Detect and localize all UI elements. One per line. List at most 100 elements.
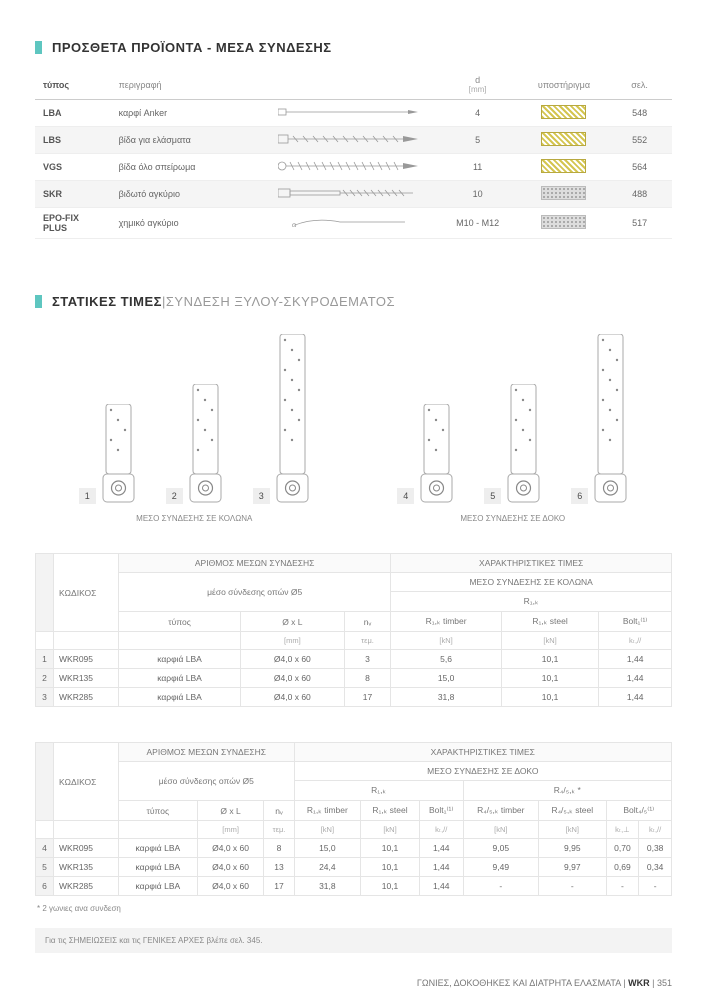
cell-r1s: 10,1 bbox=[361, 858, 420, 877]
cell-dl: Ø4,0 x 60 bbox=[241, 688, 345, 707]
bracket-number: 6 bbox=[571, 488, 588, 504]
bracket-group-left: 1 2 3 bbox=[79, 334, 310, 504]
bracket-item: 3 bbox=[253, 334, 310, 504]
cell-type: καρφιά LBA bbox=[119, 858, 198, 877]
th-img bbox=[262, 70, 435, 100]
wood-hatch-icon bbox=[541, 159, 586, 173]
bracket-number: 3 bbox=[253, 488, 270, 504]
t1-u-mm: [mm] bbox=[241, 632, 345, 650]
cell-d: 4 bbox=[434, 100, 520, 127]
cell-b1: 1,44 bbox=[599, 688, 672, 707]
page-footer: ΓΩΝΙΕΣ, ΔΟΚΟΘΗΚΕΣ ΚΑΙ ΔΙΑΤΡΗΤΑ ΕΛΑΣΜΑΤΑ … bbox=[35, 978, 672, 988]
caption-left: ΜΕΣΟ ΣΥΝΔΕΣΗΣ ΣΕ ΚΟΛΩΝΑ bbox=[35, 514, 354, 523]
t2-h-beam: ΜΕΣΟ ΣΥΝΔΕΣΗΣ ΣΕ ΔΟΚΟ bbox=[294, 762, 671, 781]
cell-b1: 1,44 bbox=[419, 858, 463, 877]
t2-h-code: ΚΩΔΙΚΟΣ bbox=[54, 743, 119, 821]
th-page: σελ. bbox=[607, 70, 672, 100]
table-row: 1 WKR095 καρφιά LBA Ø4,0 x 60 3 5,6 10,1… bbox=[36, 650, 672, 669]
cell-rownum: 5 bbox=[36, 858, 54, 877]
cell-type: καρφιά LBA bbox=[119, 877, 198, 896]
cell-code: WKR135 bbox=[54, 669, 119, 688]
cell-r1t: 31,8 bbox=[294, 877, 361, 896]
t1-h-bolt1: Bolt₁⁽¹⁾ bbox=[599, 612, 672, 632]
cell-rownum: 3 bbox=[36, 688, 54, 707]
cell-ktP: - bbox=[639, 877, 672, 896]
t1-h-char: ΧΑΡΑΚΤΗΡΙΣΤΙΚΕΣ ΤΙΜΕΣ bbox=[391, 554, 672, 573]
static-table-2: ΚΩΔΙΚΟΣ ΑΡΙΘΜΟΣ ΜΕΣΩΝ ΣΥΝΔΕΣΗΣ ΧΑΡΑΚΤΗΡΙ… bbox=[35, 742, 672, 896]
bracket-item: 6 bbox=[571, 334, 628, 504]
table-row: 6 WKR285 καρφιά LBA Ø4,0 x 60 17 31,8 10… bbox=[36, 877, 672, 896]
cell-rownum: 6 bbox=[36, 877, 54, 896]
note-box: Για τις ΣΗΜΕΙΩΣΕΙΣ και τις ΓΕΝΙΚΕΣ ΑΡΧΕΣ… bbox=[35, 928, 672, 953]
bracket-item: 4 bbox=[397, 404, 454, 504]
t1-h-dl: Ø x L bbox=[241, 612, 345, 632]
bracket-diagram-row: 1 2 3 4 5 6 bbox=[35, 334, 672, 504]
bracket-number: 5 bbox=[484, 488, 501, 504]
cell-rownum: 1 bbox=[36, 650, 54, 669]
cell-page: 552 bbox=[607, 127, 672, 154]
t1-u-kt: kₜ,// bbox=[599, 632, 672, 650]
cell-code: WKR095 bbox=[54, 839, 119, 858]
cell-desc: καρφί Anker bbox=[111, 100, 262, 127]
table-row: 5 WKR135 καρφιά LBA Ø4,0 x 60 13 24,4 10… bbox=[36, 858, 672, 877]
t1-h-code: ΚΩΔΙΚΟΣ bbox=[54, 554, 119, 632]
cell-type: SKR bbox=[35, 181, 111, 208]
cell-b1: 1,44 bbox=[599, 669, 672, 688]
cell-r1s: 10,1 bbox=[361, 839, 420, 858]
cell-ktP: 0,38 bbox=[639, 839, 672, 858]
bracket-item: 5 bbox=[484, 384, 541, 504]
cell-d: 5 bbox=[434, 127, 520, 154]
product-row: LBA καρφί Anker 4 548 bbox=[35, 100, 672, 127]
cell-ktL: 0,69 bbox=[606, 858, 639, 877]
cell-dl: Ø4,0 x 60 bbox=[197, 877, 264, 896]
cell-desc: χημικό αγκύριο bbox=[111, 208, 262, 239]
cell-r1t: 15,0 bbox=[391, 669, 502, 688]
cell-rownum: 2 bbox=[36, 669, 54, 688]
bracket-number: 1 bbox=[79, 488, 96, 504]
th-d: d [mm] bbox=[434, 70, 520, 100]
table-row: 2 WKR135 καρφιά LBA Ø4,0 x 60 8 15,0 10,… bbox=[36, 669, 672, 688]
cell-type: καρφιά LBA bbox=[119, 688, 241, 707]
cell-rownum: 4 bbox=[36, 839, 54, 858]
concrete-hatch-icon bbox=[541, 215, 586, 229]
cell-r1t: 5,6 bbox=[391, 650, 502, 669]
cell-type: LBS bbox=[35, 127, 111, 154]
cell-r45s: - bbox=[539, 877, 607, 896]
th-d-unit: [mm] bbox=[442, 85, 512, 94]
cell-r45t: 9,49 bbox=[463, 858, 538, 877]
cell-nv: 17 bbox=[344, 688, 391, 707]
bracket-item: 2 bbox=[166, 384, 223, 504]
t1-h-r1steel: R₁,ₖ steel bbox=[501, 612, 598, 632]
cell-b1: 1,44 bbox=[599, 650, 672, 669]
t1-h-column: ΜΕΣΟ ΣΥΝΔΕΣΗΣ ΣΕ ΚΟΛΩΝΑ bbox=[391, 573, 672, 592]
cell-d: 10 bbox=[434, 181, 520, 208]
th-desc: περιγραφή bbox=[111, 70, 262, 100]
cell-r45t: 9,05 bbox=[463, 839, 538, 858]
th-type: τύπος bbox=[35, 70, 111, 100]
wood-hatch-icon bbox=[541, 105, 586, 119]
cell-r45s: 9,95 bbox=[539, 839, 607, 858]
t2-h-r45k: R₄/₅,ₖ * bbox=[463, 781, 671, 801]
th-d-label: d bbox=[442, 75, 512, 85]
cell-illustration bbox=[262, 208, 435, 239]
cell-nv: 8 bbox=[264, 839, 294, 858]
cell-support bbox=[521, 127, 607, 154]
cell-r1s: 10,1 bbox=[361, 877, 420, 896]
cell-r1s: 10,1 bbox=[501, 688, 598, 707]
t1-h-nv: nᵥ bbox=[344, 612, 391, 632]
concrete-hatch-icon bbox=[541, 186, 586, 200]
t1-h-r1k: R₁,ₖ bbox=[391, 592, 672, 612]
cell-type: καρφιά LBA bbox=[119, 669, 241, 688]
t1-h-r1timber: R₁,ₖ timber bbox=[391, 612, 502, 632]
t2-h-holes: μέσο σύνδεσης οπών Ø5 bbox=[119, 762, 295, 801]
cell-page: 564 bbox=[607, 154, 672, 181]
t2-h-type: τύπος bbox=[119, 801, 198, 821]
product-row: LBS βίδα για ελάσματα 5 552 bbox=[35, 127, 672, 154]
section1-title: ΠΡΟΣΘΕΤΑ ΠΡΟΪΟΝΤΑ - ΜΕΣΑ ΣΥΝΔΕΣΗΣ bbox=[35, 40, 672, 55]
cell-r1t: 31,8 bbox=[391, 688, 502, 707]
cell-nv: 3 bbox=[344, 650, 391, 669]
t2-h-r1timber: R₁,ₖ timber bbox=[294, 801, 361, 821]
footer-product: WKR bbox=[628, 978, 650, 988]
cell-support bbox=[521, 208, 607, 239]
th-sup: υποστήριγμα bbox=[521, 70, 607, 100]
